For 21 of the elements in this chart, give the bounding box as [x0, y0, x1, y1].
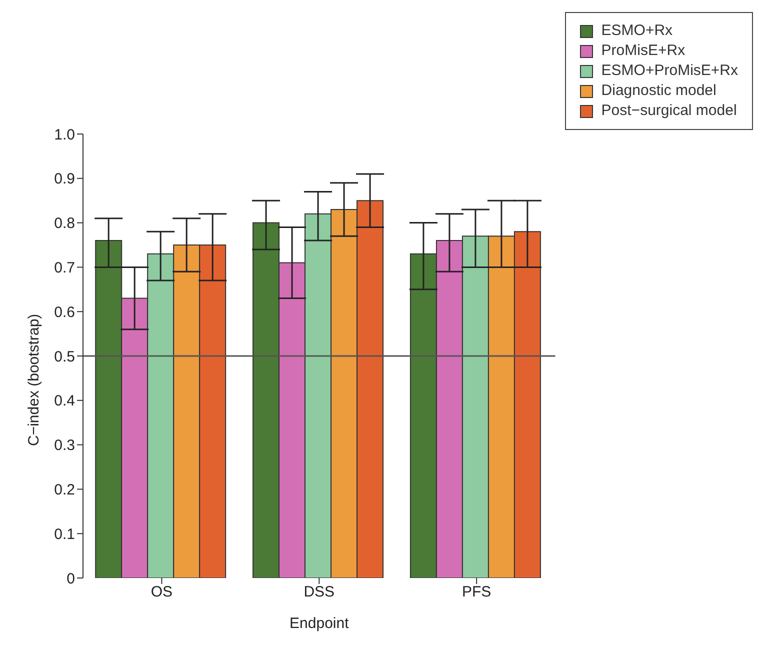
legend-label: ProMisE+Rx [601, 41, 686, 61]
legend-label: Post−surgical model [601, 101, 737, 121]
y-tick-label: 0.9 [54, 170, 75, 188]
y-axis-title: C−index (bootstrap) [25, 314, 42, 446]
y-tick-label: 0.3 [54, 437, 75, 454]
legend-label: Diagnostic model [601, 81, 716, 101]
y-tick-label: 0.6 [54, 304, 75, 321]
legend-label: ESMO+ProMisE+Rx [601, 61, 738, 81]
y-tick-label: 0.1 [54, 526, 75, 543]
legend-label: ESMO+Rx [601, 21, 673, 41]
y-tick-label: 0.8 [54, 215, 75, 232]
y-tick-label: 0 [66, 570, 75, 588]
x-tick-label: DSS [304, 584, 335, 601]
y-tick-label: 0.4 [54, 392, 75, 410]
x-axis-title: Endpoint [290, 615, 350, 632]
y-tick-label: 0.2 [54, 482, 75, 499]
y-tick-label: 1.0 [54, 126, 75, 144]
y-tick-label: 0.7 [54, 260, 75, 277]
x-tick-label: PFS [462, 584, 492, 601]
y-tick-label: 0.5 [54, 348, 75, 366]
x-tick-label: OS [150, 584, 173, 601]
